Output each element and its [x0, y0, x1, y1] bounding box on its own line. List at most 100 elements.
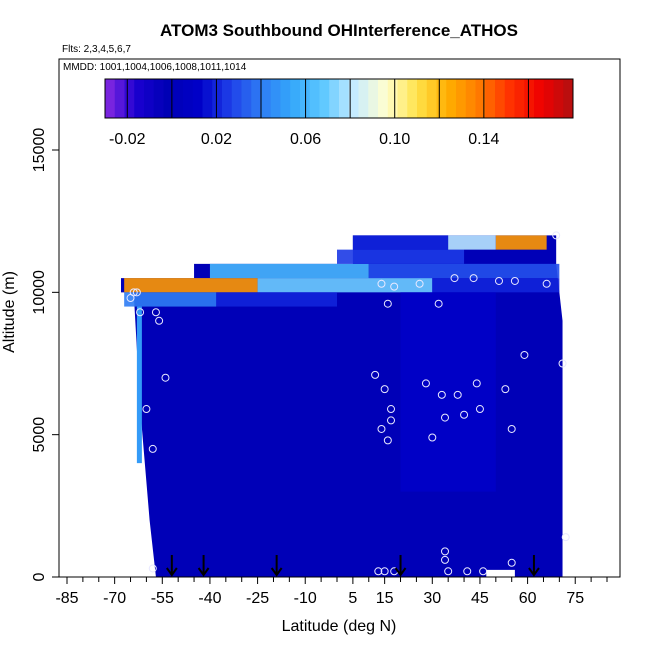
flight-marker-head: [197, 567, 210, 577]
x-tick-label: -55: [151, 590, 174, 607]
flight-marker-head: [394, 567, 407, 577]
observation-point: [520, 350, 529, 359]
observation-point: [374, 567, 383, 576]
colorbar-segment: [378, 79, 389, 118]
colorbar-segment: [368, 79, 379, 118]
colorbar-segment: [280, 79, 291, 118]
colorbar-segment: [144, 79, 155, 118]
colorbar-segment: [504, 79, 515, 118]
colorbar-segment: [270, 79, 281, 118]
colorbar-segment: [514, 79, 525, 118]
colorbar-segment: [309, 79, 320, 118]
x-tick-label: 15: [376, 590, 394, 607]
x-tick-label: -40: [198, 590, 221, 607]
observation-point: [507, 424, 516, 433]
dates-label: MMDD: 1001,1004,1006,1008,1011,1014: [63, 62, 247, 73]
colorbar: -0.02 0.02 0.06 0.10 0.14: [104, 78, 574, 148]
colorbar-segment: [417, 79, 428, 118]
x-tick-label: -25: [246, 590, 269, 607]
colorbar-segment: [456, 79, 467, 118]
colorbar-segment: [212, 79, 223, 118]
colorbar-tick-label: -0.02: [109, 131, 146, 148]
observation-point: [155, 316, 164, 325]
colorbar-segment: [251, 79, 262, 118]
observation-point: [434, 299, 443, 308]
observation-point: [453, 390, 462, 399]
observation-point: [132, 288, 141, 297]
observation-point: [542, 279, 551, 288]
x-tick-label: -70: [103, 590, 126, 607]
colorbar-segment: [290, 79, 301, 118]
colorbar-segment: [446, 79, 457, 118]
field-cell: [368, 263, 560, 279]
observation-point: [510, 276, 519, 285]
y-tick-label: 15000: [31, 128, 48, 173]
observation-point: [495, 276, 503, 285]
observation-point: [142, 405, 151, 414]
observation-point: [377, 424, 386, 433]
y-tick-label: 5000: [31, 417, 48, 453]
colorbar-segment: [124, 79, 135, 118]
colorbar-segment: [534, 79, 545, 118]
observation-point: [552, 231, 561, 240]
observation-point: [472, 379, 481, 388]
observation-point: [161, 373, 170, 382]
colorbar-segment: [173, 79, 184, 118]
observation-point: [463, 567, 472, 576]
flights-label: Flts: 2,3,4,5,6,7: [62, 44, 131, 55]
chart-title: ATOM3 Southbound OHInterference_ATHOS: [160, 21, 518, 40]
colorbar-segment: [348, 79, 359, 118]
x-tick-label: 75: [566, 590, 584, 607]
colorbar-segment: [397, 79, 408, 118]
field-cell: [257, 278, 433, 293]
observation-point: [450, 274, 459, 283]
y-tick-label: 10000: [31, 270, 48, 315]
colorbar-segment: [524, 79, 535, 118]
observation-point: [387, 416, 395, 425]
observation-point: [383, 436, 392, 445]
flight-markers: [166, 555, 540, 577]
x-tick-label: 5: [348, 590, 357, 607]
field-cell: [337, 249, 465, 264]
observation-point: [558, 359, 567, 368]
observation-point: [460, 410, 469, 419]
colorbar-segment: [105, 79, 116, 118]
colorbar-segment: [495, 79, 506, 118]
flight-marker-head: [528, 567, 540, 577]
colorbar-segment: [407, 79, 418, 118]
field-cell: [352, 235, 449, 250]
colorbar-segment: [563, 79, 574, 118]
colorbar-segment: [202, 79, 213, 118]
colorbar-segment: [319, 79, 330, 118]
colorbar-segment: [114, 79, 125, 118]
colorbar-tick-label: 0.06: [290, 131, 321, 148]
observation-point: [479, 567, 488, 576]
observation-point: [441, 547, 449, 556]
x-tick-label: 45: [471, 590, 489, 607]
observation-point: [129, 288, 138, 297]
field-cell: [124, 292, 217, 307]
observation-point: [561, 533, 570, 542]
colorbar-segment: [183, 79, 194, 118]
colorbar-segment: [231, 79, 242, 118]
observation-point: [380, 385, 389, 394]
colorbar-segment: [241, 79, 252, 118]
observation-point: [469, 274, 478, 283]
flight-marker-head: [270, 567, 283, 577]
colorbar-tick-label: 0.02: [201, 131, 232, 148]
colorbar-segment: [339, 79, 350, 118]
field-cell: [136, 306, 142, 464]
flight-marker-head: [166, 567, 178, 577]
colorbar-segment: [465, 79, 476, 118]
colorbar-tick-label: 0.10: [379, 131, 410, 148]
observation-point: [507, 558, 516, 567]
colorbar-segment: [134, 79, 145, 118]
colorbar-tick-label: 0.14: [468, 131, 499, 148]
observation-point: [387, 405, 395, 414]
observation-point: [441, 555, 449, 564]
colorbar-segment: [475, 79, 486, 118]
colorbar-segment: [543, 79, 554, 118]
colorbar-segment: [553, 79, 564, 118]
observation-points: [126, 231, 570, 576]
